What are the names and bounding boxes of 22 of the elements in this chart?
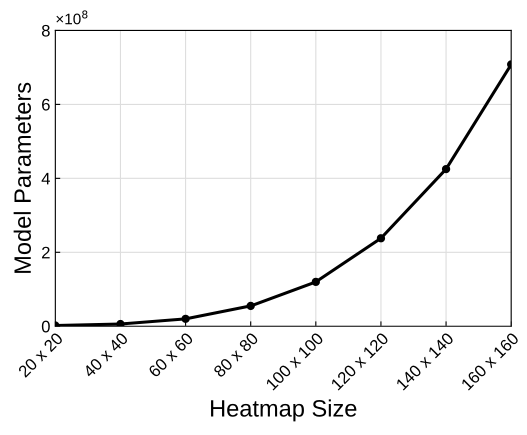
- x-tick-label: 60 x 60: [148, 332, 194, 378]
- y-tick-label: 6: [42, 98, 50, 111]
- x-tick-label: 100 x 100: [265, 332, 324, 391]
- y-tick-label: 4: [42, 172, 50, 184]
- y-tick-label: 8: [42, 24, 50, 37]
- x-tick-label: 20 x 20: [18, 332, 64, 378]
- x-tick-label: 160 x 160: [460, 332, 520, 391]
- y-tick-label: 0: [42, 320, 50, 332]
- text: ×10$^{8}$: [56, 10, 88, 24]
- point: [116, 320, 125, 326]
- point: [246, 302, 255, 310]
- point: [376, 234, 386, 242]
- point: [181, 314, 190, 324]
- x-tick-label: 80 x 80: [212, 332, 259, 378]
- x-axis-title: Heatmap Size: [211, 399, 356, 422]
- x-tick-label: 40 x 40: [82, 332, 129, 378]
- y-axis-title: Model Parameters: [14, 82, 31, 273]
- x-tick-label: 120 x 120: [330, 332, 390, 391]
- point: [312, 278, 320, 286]
- x-tick-label: 140 x 140: [396, 332, 454, 391]
- point: [442, 164, 450, 174]
- y-tick-label: 2: [42, 246, 50, 258]
